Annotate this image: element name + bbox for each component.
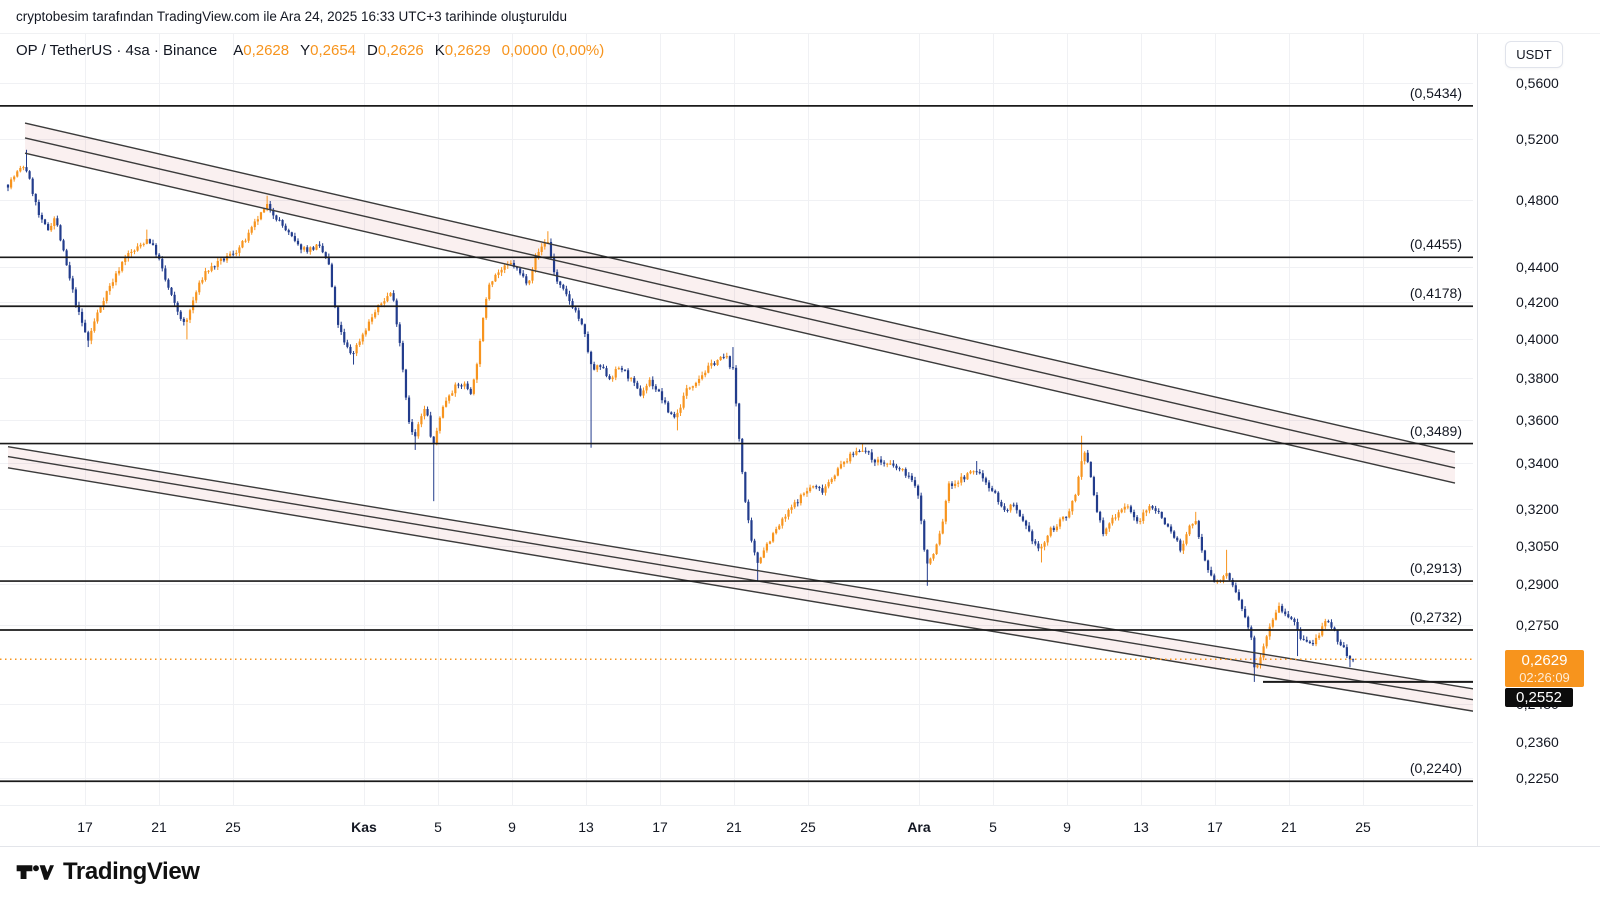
price-tick-label: 0,2250 <box>1516 769 1559 786</box>
time-tick-label: 5 <box>434 819 442 835</box>
close-key: K <box>434 41 445 59</box>
chart-bottom-border <box>0 846 1600 847</box>
time-tick-label: Ara <box>907 819 931 835</box>
time-tick-label: 25 <box>1355 819 1371 835</box>
level-label: (0,2240) <box>1409 760 1462 777</box>
price-tick-label: 0,4400 <box>1516 258 1559 275</box>
chart-legend[interactable]: OP / TetherUS · 4sa · Binance A0,2628 Y0… <box>16 40 604 60</box>
change-value: 0,0000 (0,00%) <box>501 41 605 59</box>
price-tick-label: 0,3200 <box>1516 501 1559 518</box>
chart-plot-area[interactable]: (0,5434) (0,4455) (0,4178) (0,3489) (0,2913)… <box>0 33 1473 805</box>
price-tick-label: 0,3800 <box>1516 370 1559 387</box>
open-key: A <box>233 41 244 59</box>
time-tick-label: 13 <box>1133 819 1149 835</box>
time-tick-label: 21 <box>1281 819 1297 835</box>
high-value: 0,2654 <box>310 41 357 59</box>
time-tick-label: 17 <box>652 819 668 835</box>
level-label: (0,2732) <box>1409 608 1462 625</box>
time-tick-label: 9 <box>508 819 516 835</box>
price-tick-label: 0,3400 <box>1516 455 1559 472</box>
price-tick-label: 0,2750 <box>1516 616 1559 633</box>
last-price-value: 0,2629 <box>1521 652 1568 670</box>
price-tick-label: 0,4200 <box>1516 294 1559 311</box>
time-tick-label: 25 <box>800 819 816 835</box>
bar-countdown: 02:26:09 <box>1519 670 1570 686</box>
price-tick-label: 0,2900 <box>1516 576 1559 593</box>
time-tick-label: 5 <box>989 819 997 835</box>
tradingview-logo[interactable]: TradingView <box>16 858 200 886</box>
price-tick-label: 0,4800 <box>1516 192 1559 209</box>
time-tick-label: 17 <box>1207 819 1223 835</box>
symbol-title[interactable]: OP / TetherUS · 4sa · Binance <box>16 41 218 59</box>
time-tick-label: 9 <box>1063 819 1071 835</box>
ohlc-open: A0,2628 <box>233 42 289 59</box>
level-label: (0,4178) <box>1409 285 1462 302</box>
tradingview-logo-text: TradingView <box>63 858 200 885</box>
level-label: (0,4455) <box>1409 236 1462 253</box>
ohlc-high: Y0,2654 <box>300 42 356 59</box>
level-label: (0,2913) <box>1409 560 1462 577</box>
price-tick-label: 0,4000 <box>1516 331 1559 348</box>
high-key: Y <box>300 41 311 59</box>
time-tick-label: 25 <box>225 819 241 835</box>
tradingview-logo-icon <box>16 864 54 880</box>
price-tick-label: 0,3600 <box>1516 411 1559 428</box>
low-value: 0,2626 <box>377 41 424 59</box>
time-tick-label: Kas <box>351 819 377 835</box>
level-label: (0,5434) <box>1409 84 1462 101</box>
attribution-text: cryptobesim tarafından TradingView.com i… <box>16 9 567 24</box>
close-value: 0,2629 <box>444 41 491 59</box>
time-tick-label: 13 <box>578 819 594 835</box>
attribution-bar: cryptobesim tarafından TradingView.com i… <box>0 0 1600 34</box>
time-tick-label: 21 <box>726 819 742 835</box>
time-axis[interactable]: 17 21 25 Kas 5 9 13 17 21 25 Ara 5 9 13 17 21 25 <box>0 805 1473 847</box>
last-price-badge: 0,2629 02:26:09 <box>1505 650 1584 688</box>
price-tick-label: 0,3050 <box>1516 538 1559 555</box>
ray-price-badge: 0,2552 <box>1505 687 1573 707</box>
ohlc-low: D0,2626 <box>367 42 424 59</box>
currency-badge: USDT <box>1505 41 1563 68</box>
low-key: D <box>367 41 378 59</box>
price-tick-label: 0,5600 <box>1516 74 1559 91</box>
price-tick-label: 0,2360 <box>1516 733 1559 750</box>
time-tick-label: 21 <box>151 819 167 835</box>
ohlc-close: K0,2629 <box>435 42 491 59</box>
level-label: (0,3489) <box>1409 422 1462 439</box>
chart-canvas[interactable] <box>0 33 1473 805</box>
price-axis[interactable]: USDT 0,5600 0,5200 0,4800 0,4400 0,4200 0,400… <box>1477 33 1600 846</box>
time-tick-label: 17 <box>77 819 93 835</box>
price-tick-label: 0,5200 <box>1516 131 1559 148</box>
open-value: 0,2628 <box>243 41 290 59</box>
